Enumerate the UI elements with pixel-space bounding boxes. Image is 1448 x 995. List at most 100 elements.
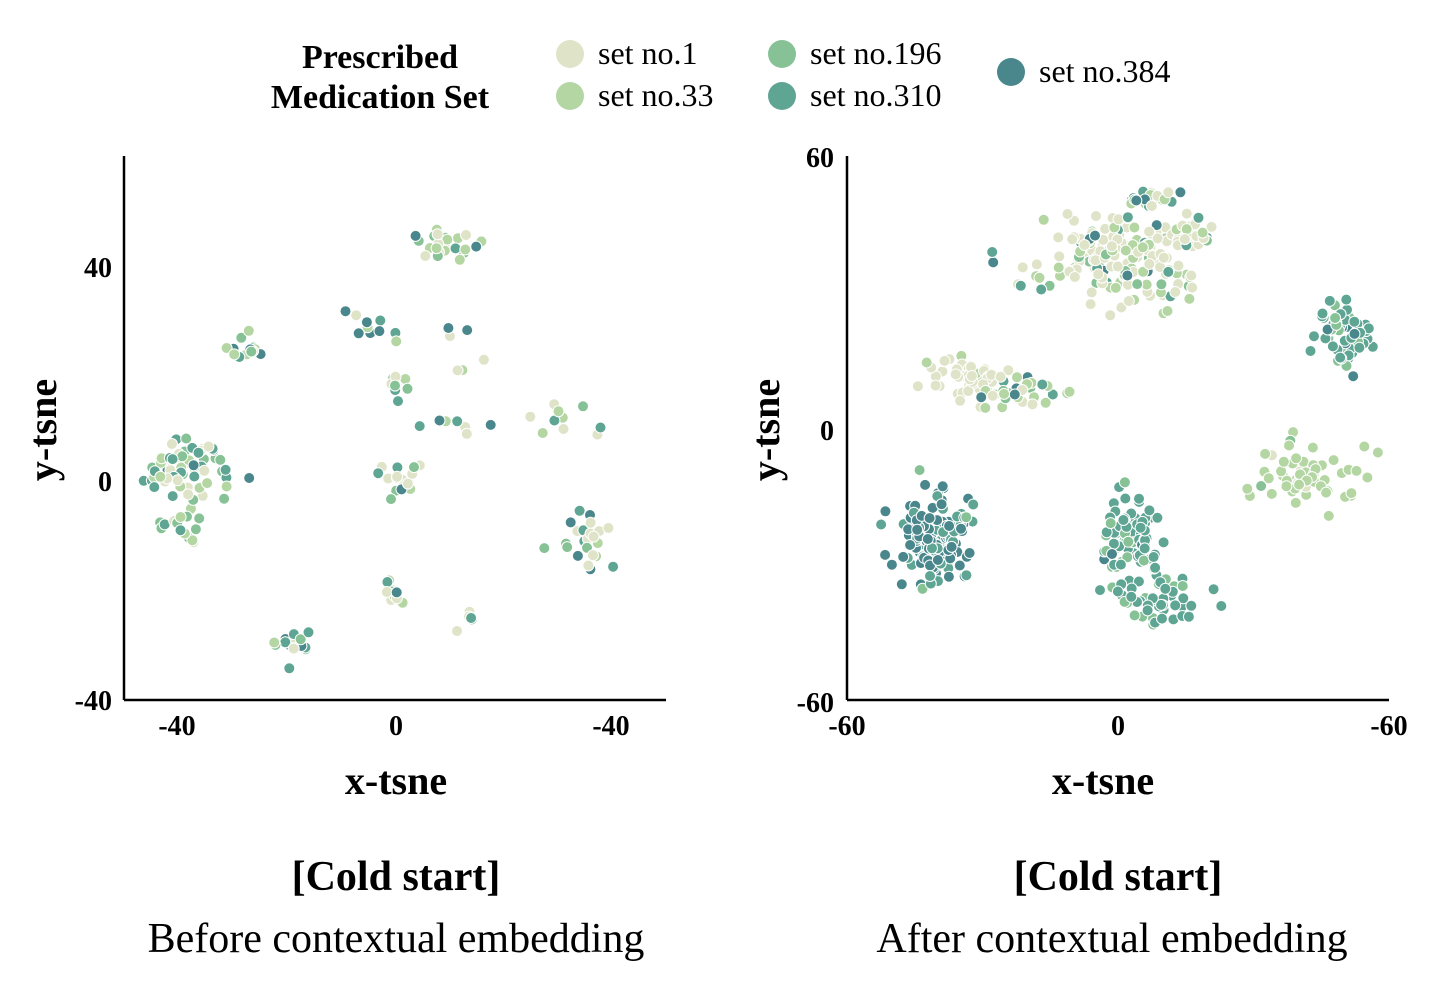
scatter-point xyxy=(391,470,404,483)
scatter-point xyxy=(477,353,490,366)
scatter-point xyxy=(1147,551,1160,563)
scatter-point xyxy=(1141,604,1154,617)
scatter-point xyxy=(1104,517,1117,530)
scatter-point xyxy=(587,530,600,543)
scatter-point xyxy=(352,327,365,340)
scatter-point xyxy=(1143,258,1156,270)
scatter-point xyxy=(1128,609,1141,622)
scatter-point xyxy=(1326,340,1339,353)
right-scatter-points xyxy=(875,185,1384,631)
scatter-point xyxy=(584,516,597,529)
scatter-point xyxy=(1061,208,1074,220)
legend-item-set-196: set no.196 xyxy=(768,35,942,71)
scatter-point xyxy=(1348,315,1361,328)
scatter-point xyxy=(1063,385,1076,398)
scatter-point xyxy=(1259,447,1272,460)
scatter-point xyxy=(1039,396,1052,409)
scatter-point xyxy=(453,253,466,266)
scatter-point xyxy=(442,322,455,334)
legend-item-set-33: set no.33 xyxy=(556,77,714,113)
scatter-point xyxy=(1134,521,1147,534)
scatter-point xyxy=(1130,194,1143,207)
scatter-point xyxy=(1036,378,1049,391)
scatter-point xyxy=(1290,452,1303,465)
scatter-point xyxy=(1215,600,1228,612)
scatter-point xyxy=(174,511,187,523)
scatter-point xyxy=(360,316,373,329)
left-panel: 40 0 -40 -40 0 -40 x-tsne y-tsne [Cold s… xyxy=(20,156,666,962)
legend: Prescribed Medication Set set no.1 set n… xyxy=(271,35,1171,116)
scatter-point xyxy=(1111,585,1124,598)
scatter-point xyxy=(1304,345,1317,357)
scatter-point xyxy=(399,373,412,385)
scatter-point xyxy=(373,325,386,338)
scatter-point xyxy=(1155,598,1168,611)
scatter-point xyxy=(1322,509,1335,522)
scatter-point xyxy=(885,558,898,571)
scatter-point xyxy=(943,520,956,532)
scatter-point xyxy=(1180,223,1193,236)
left-y-tick-mid: 0 xyxy=(98,467,112,498)
scatter-point xyxy=(166,490,179,503)
scatter-point xyxy=(955,522,967,535)
scatter-point xyxy=(154,470,167,483)
scatter-point xyxy=(1014,279,1027,292)
scatter-point xyxy=(942,570,955,583)
scatter-point xyxy=(557,423,570,435)
scatter-point xyxy=(895,578,908,591)
scatter-point xyxy=(166,453,179,466)
right-y-tick-top: 60 xyxy=(806,143,834,174)
scatter-point xyxy=(186,534,199,547)
scatter-point xyxy=(459,243,472,256)
scatter-point xyxy=(192,446,205,459)
scatter-point xyxy=(385,493,397,506)
scatter-point xyxy=(1037,213,1050,226)
scatter-point xyxy=(202,440,215,453)
scatter-point xyxy=(187,459,200,472)
scatter-point xyxy=(1308,330,1320,343)
scatter-point xyxy=(287,642,300,655)
scatter-point xyxy=(573,504,586,517)
scatter-point xyxy=(607,560,620,573)
scatter-point xyxy=(180,432,193,445)
scatter-point xyxy=(1340,293,1353,306)
scatter-point xyxy=(1089,229,1101,242)
scatter-point xyxy=(419,250,432,262)
left-y-tick-bottom: -40 xyxy=(75,686,112,717)
scatter-point xyxy=(174,524,187,537)
scatter-point xyxy=(218,492,231,505)
scatter-point xyxy=(372,467,385,480)
legend-label: set no.33 xyxy=(598,77,714,113)
right-x-axis-label: x-tsne xyxy=(1052,758,1154,803)
scatter-point xyxy=(1138,542,1151,555)
scatter-point xyxy=(1169,599,1182,612)
scatter-point xyxy=(189,523,202,536)
scatter-point xyxy=(1157,536,1170,549)
scatter-point xyxy=(1358,440,1371,453)
scatter-point xyxy=(949,368,962,381)
legend-marker xyxy=(556,82,584,110)
scatter-point xyxy=(1121,269,1134,282)
legend-title-line2: Medication Set xyxy=(271,79,490,116)
scatter-point xyxy=(1035,283,1048,296)
scatter-point xyxy=(451,364,464,377)
left-x-tick-right: -40 xyxy=(592,711,629,742)
scatter-point xyxy=(1033,271,1046,284)
scatter-point xyxy=(994,370,1007,383)
scatter-point xyxy=(1162,186,1175,199)
left-panel-subtitle: Before contextual embedding xyxy=(148,916,645,962)
scatter-point xyxy=(1068,271,1081,283)
scatter-point xyxy=(1122,295,1135,307)
scatter-point xyxy=(1345,487,1358,500)
scatter-point xyxy=(965,370,978,382)
scatter-point xyxy=(235,331,248,344)
scatter-point xyxy=(1046,388,1059,401)
scatter-point xyxy=(1119,244,1132,257)
legend-label: set no.310 xyxy=(810,77,942,113)
scatter-point xyxy=(188,470,201,483)
scatter-point xyxy=(1185,269,1198,282)
scatter-point xyxy=(1125,590,1138,603)
scatter-point xyxy=(897,550,910,563)
scatter-point xyxy=(1353,341,1366,354)
scatter-point xyxy=(401,477,414,490)
